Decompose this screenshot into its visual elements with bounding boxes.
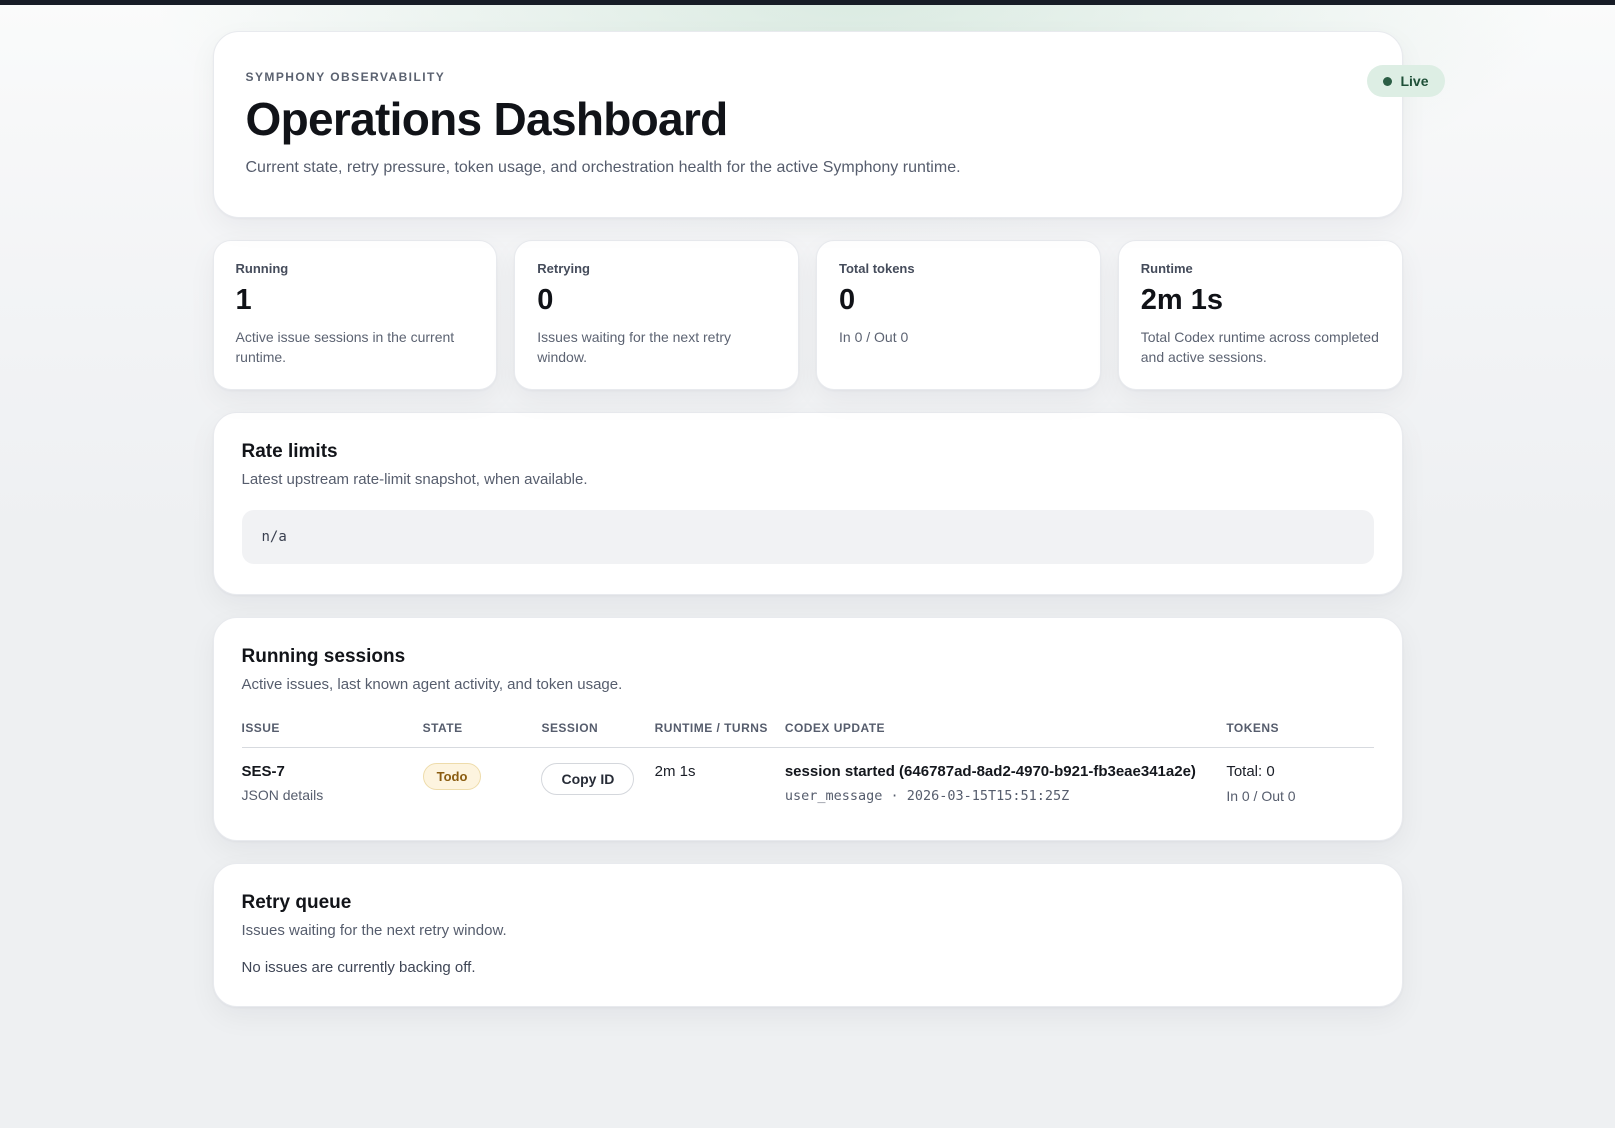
rate-limits-title: Rate limits [242,441,1374,463]
stat-value: 2m 1s [1141,284,1380,317]
copy-id-button[interactable]: Copy ID [541,763,634,795]
retry-queue-card: Retry queue Issues waiting for the next … [213,863,1403,1007]
stat-desc: In 0 / Out 0 [839,327,1078,347]
stat-value: 0 [839,284,1078,317]
running-sessions-title: Running sessions [242,646,1374,668]
stat-value: 1 [236,284,475,317]
live-badge-label: Live [1400,73,1428,89]
stats-row: Running 1 Active issue sessions in the c… [213,240,1403,391]
retry-queue-empty-message: No issues are currently backing off. [242,959,1374,976]
page-subtitle: Current state, retry pressure, token usa… [246,159,1370,177]
column-header-codex: CODEX UPDATE [785,715,1226,748]
rate-limits-card: Rate limits Latest upstream rate-limit s… [213,412,1403,595]
stat-card-running: Running 1 Active issue sessions in the c… [213,240,498,391]
header-eyebrow: SYMPHONY OBSERVABILITY [246,70,1370,84]
page-title: Operations Dashboard [246,94,1370,145]
stat-value: 0 [537,284,776,317]
issue-id: SES-7 [242,763,415,780]
sessions-table: ISSUE STATE SESSION RUNTIME / TURNS CODE… [242,715,1374,810]
live-status-badge: Live [1367,65,1444,97]
codex-update-cell: session started (646787ad-8ad2-4970-b921… [785,748,1226,811]
stat-card-total-tokens: Total tokens 0 In 0 / Out 0 [816,240,1101,391]
tokens-total: Total: 0 [1226,763,1365,780]
stat-desc: Total Codex runtime across completed and… [1141,327,1380,368]
sessions-table-header-row: ISSUE STATE SESSION RUNTIME / TURNS CODE… [242,715,1374,748]
stat-label: Retrying [537,261,776,276]
stat-label: Runtime [1141,261,1380,276]
stat-label: Total tokens [839,261,1078,276]
column-header-runtime: RUNTIME / TURNS [655,715,785,748]
stat-card-retrying: Retrying 0 Issues waiting for the next r… [514,240,799,391]
rate-limits-snapshot: n/a [242,510,1374,564]
column-header-issue: ISSUE [242,715,423,748]
live-dot-icon [1383,77,1392,86]
json-details-toggle[interactable]: JSON details [242,787,415,803]
runtime-cell: 2m 1s [655,748,785,811]
codex-update-title: session started (646787ad-8ad2-4970-b921… [785,763,1218,780]
stat-desc: Issues waiting for the next retry window… [537,327,776,368]
rate-limits-subtitle: Latest upstream rate-limit snapshot, whe… [242,471,1374,488]
codex-update-meta: user_message · 2026-03-15T15:51:25Z [785,788,1218,804]
tokens-cell: Total: 0 In 0 / Out 0 [1226,748,1373,811]
column-header-tokens: TOKENS [1226,715,1373,748]
column-header-state: STATE [423,715,542,748]
running-sessions-subtitle: Active issues, last known agent activity… [242,676,1374,693]
stat-desc: Active issue sessions in the current run… [236,327,475,368]
stat-label: Running [236,261,475,276]
session-cell: Copy ID [541,748,654,811]
dashboard-container: SYMPHONY OBSERVABILITY Operations Dashbo… [203,5,1413,1089]
retry-queue-title: Retry queue [242,892,1374,914]
header-card: SYMPHONY OBSERVABILITY Operations Dashbo… [213,31,1403,218]
issue-cell: SES-7 JSON details [242,748,423,811]
stat-card-runtime: Runtime 2m 1s Total Codex runtime across… [1118,240,1403,391]
retry-queue-subtitle: Issues waiting for the next retry window… [242,922,1374,939]
state-cell: Todo [423,748,542,811]
running-sessions-card: Running sessions Active issues, last kno… [213,617,1403,841]
column-header-session: SESSION [541,715,654,748]
session-table-row: SES-7 JSON details Todo Copy ID 2m 1s se… [242,748,1374,811]
tokens-detail: In 0 / Out 0 [1226,788,1365,804]
state-badge: Todo [423,763,482,790]
